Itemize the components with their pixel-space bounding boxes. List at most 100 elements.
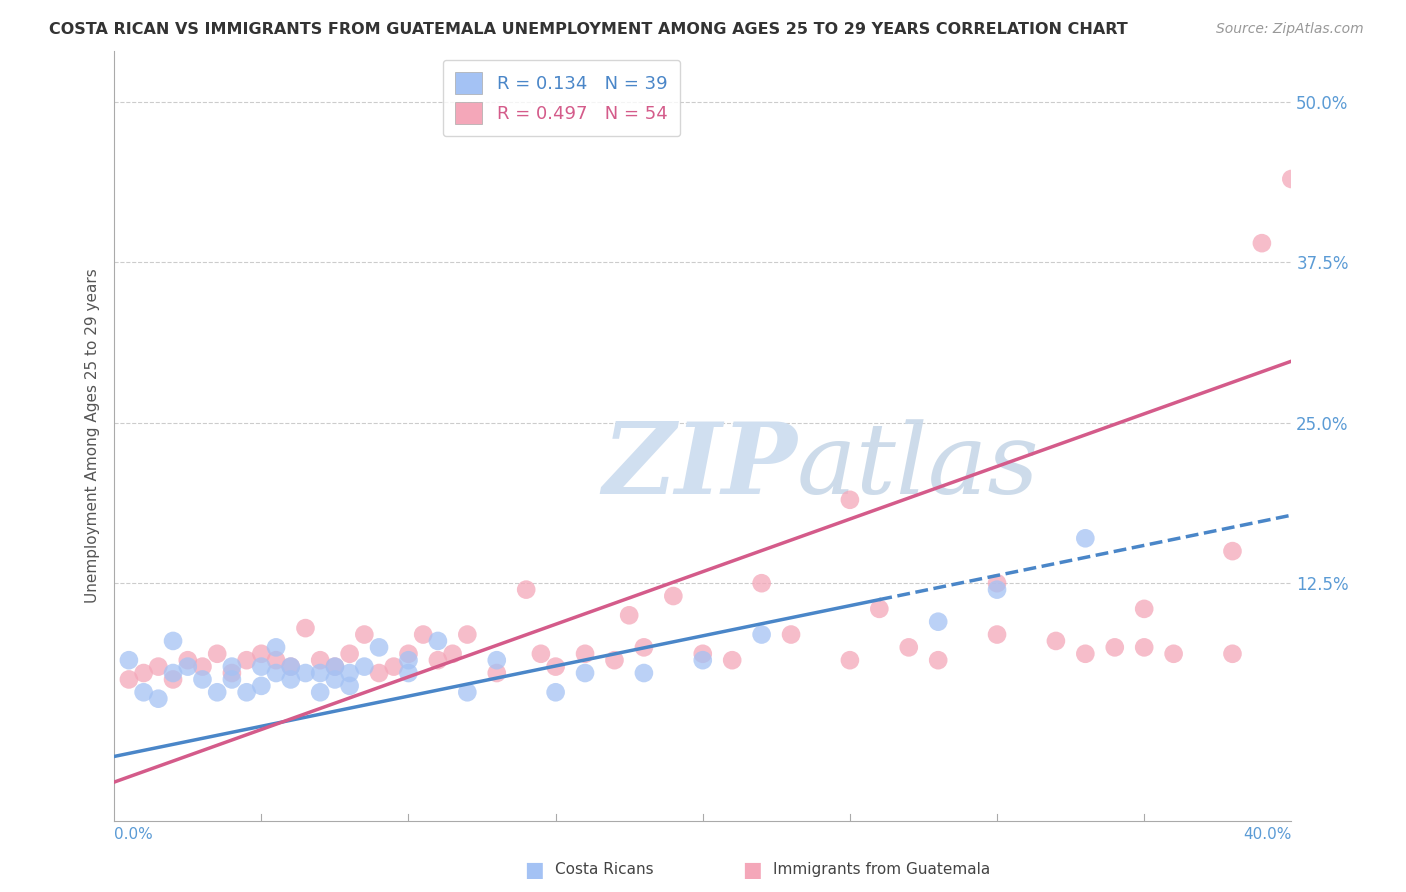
Point bbox=[132, 666, 155, 681]
Point bbox=[398, 647, 420, 661]
Point bbox=[456, 627, 478, 641]
Point bbox=[162, 673, 184, 687]
Point bbox=[1104, 640, 1126, 655]
Point bbox=[426, 634, 449, 648]
Point bbox=[191, 659, 214, 673]
Point bbox=[235, 685, 257, 699]
Point bbox=[250, 647, 273, 661]
Point bbox=[692, 653, 714, 667]
Point bbox=[177, 659, 200, 673]
Point bbox=[456, 685, 478, 699]
Point bbox=[412, 627, 434, 641]
Text: Source: ZipAtlas.com: Source: ZipAtlas.com bbox=[1216, 22, 1364, 37]
Point bbox=[751, 576, 773, 591]
Point bbox=[927, 615, 949, 629]
Point bbox=[485, 653, 508, 667]
Point bbox=[309, 666, 332, 681]
Point bbox=[280, 659, 302, 673]
Point bbox=[574, 666, 596, 681]
Point bbox=[574, 647, 596, 661]
Point bbox=[544, 659, 567, 673]
Point bbox=[1251, 236, 1274, 251]
Point bbox=[323, 673, 346, 687]
Point bbox=[721, 653, 744, 667]
Point bbox=[221, 666, 243, 681]
Point bbox=[368, 640, 391, 655]
Point bbox=[382, 659, 405, 673]
Text: Costa Ricans: Costa Ricans bbox=[555, 863, 654, 877]
Point bbox=[323, 659, 346, 673]
Point bbox=[530, 647, 553, 661]
Point bbox=[897, 640, 920, 655]
Point bbox=[780, 627, 803, 641]
Point bbox=[205, 647, 228, 661]
Point bbox=[162, 634, 184, 648]
Point bbox=[986, 627, 1008, 641]
Point bbox=[485, 666, 508, 681]
Point bbox=[692, 647, 714, 661]
Text: atlas: atlas bbox=[797, 418, 1039, 514]
Point bbox=[986, 582, 1008, 597]
Point bbox=[323, 659, 346, 673]
Point bbox=[1074, 647, 1097, 661]
Point bbox=[1222, 647, 1244, 661]
Point bbox=[868, 602, 890, 616]
Point bbox=[221, 673, 243, 687]
Point bbox=[294, 666, 316, 681]
Point bbox=[1279, 172, 1302, 186]
Point bbox=[838, 492, 860, 507]
Point bbox=[368, 666, 391, 681]
Point bbox=[309, 653, 332, 667]
Text: 40.0%: 40.0% bbox=[1243, 827, 1291, 842]
Point bbox=[1045, 634, 1067, 648]
Text: ■: ■ bbox=[742, 860, 762, 880]
Point bbox=[280, 659, 302, 673]
Point bbox=[986, 576, 1008, 591]
Point bbox=[177, 653, 200, 667]
Point bbox=[426, 653, 449, 667]
Point bbox=[309, 685, 332, 699]
Point bbox=[441, 647, 464, 661]
Point bbox=[515, 582, 537, 597]
Point bbox=[339, 679, 361, 693]
Point bbox=[353, 659, 375, 673]
Text: COSTA RICAN VS IMMIGRANTS FROM GUATEMALA UNEMPLOYMENT AMONG AGES 25 TO 29 YEARS : COSTA RICAN VS IMMIGRANTS FROM GUATEMALA… bbox=[49, 22, 1128, 37]
Point bbox=[148, 691, 170, 706]
Point bbox=[162, 666, 184, 681]
Point bbox=[118, 673, 141, 687]
Point bbox=[1133, 640, 1156, 655]
Point bbox=[633, 640, 655, 655]
Point bbox=[339, 666, 361, 681]
Point bbox=[619, 608, 641, 623]
Point bbox=[398, 666, 420, 681]
Point bbox=[235, 653, 257, 667]
Point bbox=[1163, 647, 1185, 661]
Text: 0.0%: 0.0% bbox=[114, 827, 153, 842]
Point bbox=[118, 653, 141, 667]
Point bbox=[250, 679, 273, 693]
Point bbox=[1222, 544, 1244, 558]
Text: Immigrants from Guatemala: Immigrants from Guatemala bbox=[773, 863, 991, 877]
Text: ZIP: ZIP bbox=[602, 418, 797, 515]
Point bbox=[1133, 602, 1156, 616]
Point bbox=[294, 621, 316, 635]
Point bbox=[927, 653, 949, 667]
Legend: R = 0.134   N = 39, R = 0.497   N = 54: R = 0.134 N = 39, R = 0.497 N = 54 bbox=[443, 60, 681, 136]
Point bbox=[280, 673, 302, 687]
Point bbox=[264, 653, 287, 667]
Point bbox=[603, 653, 626, 667]
Point bbox=[264, 640, 287, 655]
Point bbox=[398, 653, 420, 667]
Point bbox=[633, 666, 655, 681]
Point bbox=[264, 666, 287, 681]
Point bbox=[544, 685, 567, 699]
Point bbox=[838, 653, 860, 667]
Point bbox=[205, 685, 228, 699]
Point bbox=[662, 589, 685, 603]
Point bbox=[339, 647, 361, 661]
Point bbox=[353, 627, 375, 641]
Point bbox=[751, 627, 773, 641]
Point bbox=[221, 659, 243, 673]
Point bbox=[250, 659, 273, 673]
Text: ■: ■ bbox=[524, 860, 544, 880]
